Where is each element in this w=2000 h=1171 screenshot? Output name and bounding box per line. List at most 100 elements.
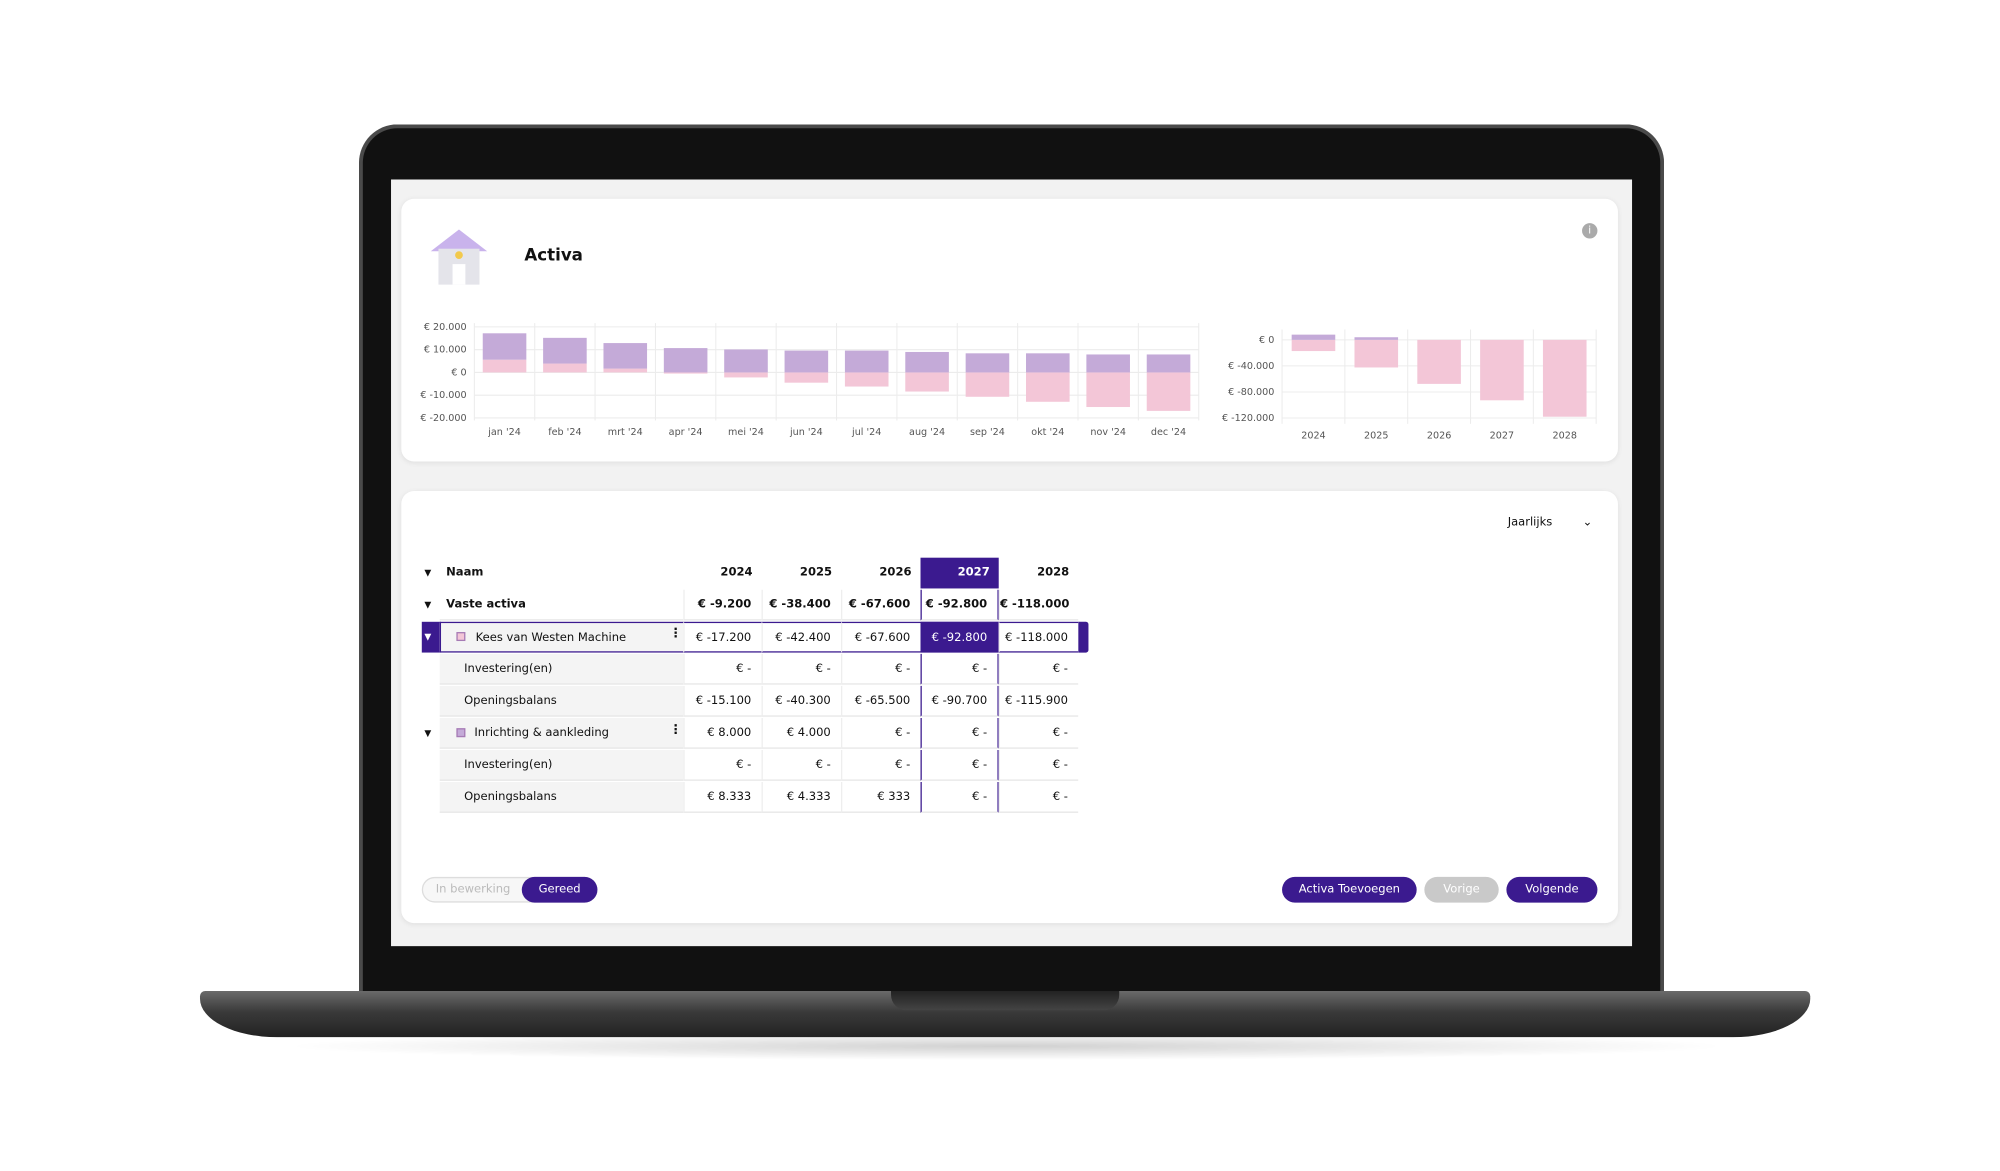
bar-segment (1480, 339, 1524, 401)
x-tick-label: mrt '24 (608, 427, 643, 438)
x-tick-label: jul '24 (851, 427, 881, 438)
row-selector[interactable] (421, 621, 440, 653)
value-cell: € -38.400 (761, 589, 842, 621)
category-swatch (456, 632, 466, 642)
y-tick-label: € -80.000 (1228, 387, 1274, 398)
column-header: Naam (446, 566, 484, 580)
value-cell: € -67.600 (841, 589, 921, 621)
x-tick-label: okt '24 (1031, 427, 1064, 438)
value-cell: € -40.300 (761, 685, 842, 717)
row-name: Openingsbalans (439, 782, 684, 813)
row-menu[interactable]: ⋮ (669, 715, 679, 746)
bar-segment (543, 337, 587, 364)
row-tab (1078, 621, 1089, 653)
next-button[interactable]: Volgende (1506, 876, 1598, 903)
arrow[interactable]: ▼ (424, 567, 432, 579)
bar-segment (1146, 354, 1191, 373)
y-tick-label: € -120.000 (1222, 413, 1274, 424)
x-tick-label: nov '24 (1090, 427, 1126, 438)
value-cell: € -9.200 (683, 589, 762, 621)
bar-segment (603, 368, 648, 373)
arrow[interactable]: ▼ (424, 728, 432, 739)
value-cell: € - (841, 653, 921, 685)
value-cell: € -92.800 (920, 621, 999, 653)
view-select[interactable]: Jaarlijks ⌄ (1508, 512, 1600, 535)
value-cell: € - (761, 653, 842, 685)
x-tick-label: mei '24 (728, 427, 764, 438)
value-cell: € - (998, 749, 1079, 781)
y-tick-label: € 0 (451, 367, 466, 378)
bar-segment (844, 372, 889, 387)
house-icon (430, 229, 488, 285)
prev-button[interactable]: Vorige (1424, 876, 1499, 903)
y-tick-label: € 0 (1259, 335, 1274, 346)
bar-segment (1417, 339, 1461, 384)
value-cell: € - (841, 749, 921, 781)
arrow[interactable]: ▼ (424, 599, 432, 611)
value-cell: € -42.400 (761, 621, 842, 653)
y-tick-label: € -40.000 (1228, 361, 1274, 372)
bar-segment (1026, 372, 1070, 402)
bar-segment (724, 372, 768, 378)
status-toggle[interactable]: In bewerking Gereed (421, 876, 598, 903)
value-cell: € -65.500 (841, 685, 921, 717)
row-name: Kees van Westen Machine (439, 621, 684, 653)
bar-segment (905, 372, 949, 392)
add-button[interactable]: Activa Toevoegen (1282, 876, 1417, 903)
bar-segment (663, 372, 708, 374)
y-tick-label: € 20.000 (424, 322, 467, 333)
bar-segment (1146, 372, 1191, 411)
column-header: 2028 (1037, 566, 1070, 580)
row-menu[interactable]: ⋮ (669, 619, 679, 650)
row-name: Inrichting & aankleding (439, 717, 684, 749)
bar-segment (1291, 339, 1336, 352)
value-cell: € 333 (841, 782, 921, 813)
toggle-option[interactable]: In bewerking (435, 883, 511, 897)
y-tick-label: € -10.000 (420, 390, 466, 401)
arrow[interactable]: ▼ (424, 632, 432, 643)
bar-segment (1086, 372, 1130, 408)
bar-segment (1542, 339, 1587, 417)
value-cell: € -90.700 (920, 685, 999, 717)
value-cell: € 8.000 (683, 717, 762, 749)
bar-segment (724, 349, 768, 373)
value-cell: € -67.600 (841, 621, 921, 653)
value-cell: € -115.900 (998, 685, 1079, 717)
chevron: ⌄ (1582, 516, 1593, 530)
bar-segment (1026, 353, 1070, 373)
toggle-option-active[interactable]: Gereed (521, 876, 598, 903)
column-header: 2024 (720, 566, 753, 580)
bar-segment (905, 351, 949, 373)
x-tick-label: sep '24 (970, 427, 1005, 438)
x-tick-label: jan '24 (487, 427, 521, 438)
bar-segment (784, 372, 829, 383)
value-cell: € 4.333 (761, 782, 842, 813)
x-tick-label: dec '24 (1151, 427, 1186, 438)
x-tick-label: feb '24 (548, 427, 581, 438)
row-name: Investering(en) (439, 653, 684, 685)
x-tick-label: jun '24 (789, 427, 823, 438)
category-swatch (456, 728, 466, 738)
value-cell: € - (920, 782, 999, 813)
value-cell: € - (683, 653, 762, 685)
x-tick-label: 2027 (1490, 430, 1514, 441)
value-cell: € -15.100 (683, 685, 762, 717)
value-cell: € - (683, 749, 762, 781)
value-cell: € - (761, 749, 842, 781)
row-name: Vaste activa (439, 589, 684, 621)
row-name: Investering(en) (439, 749, 684, 781)
value-cell: € - (920, 749, 999, 781)
value-cell: € - (998, 717, 1079, 749)
bar-segment (482, 333, 527, 360)
bar-segment (1291, 334, 1336, 340)
bar-segment (784, 350, 829, 373)
bar-segment (482, 359, 527, 373)
y-tick-label: € -20.000 (420, 413, 466, 424)
charts: € 20.000 € 10.000 € 0 € -10.000 € -20.000 jan… (420, 322, 1597, 441)
bar-segment (663, 348, 708, 373)
bar-segment (1086, 354, 1130, 373)
info-icon[interactable]: i (1582, 223, 1598, 239)
row-name: Openingsbalans (439, 685, 684, 717)
value-cell: € - (998, 782, 1079, 813)
